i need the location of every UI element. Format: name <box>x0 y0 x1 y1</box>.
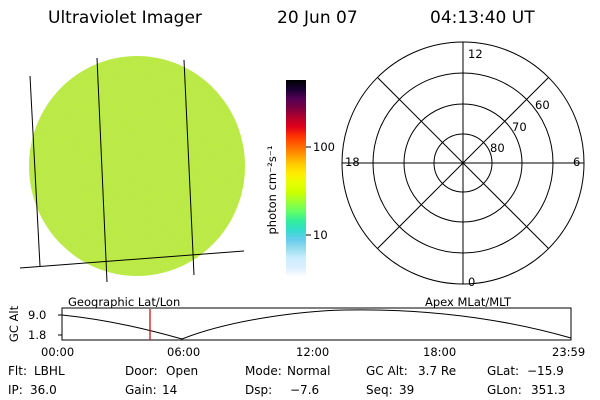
info-glat-value: −15.9 <box>527 364 564 378</box>
mlt-label-6: 6 <box>573 155 581 169</box>
altitude-ytick-label-1.8: 1.8 <box>28 328 47 342</box>
info-gcalt-value: 3.7 Re <box>418 364 457 378</box>
polar-caption: Apex MLat/MLT <box>425 295 512 309</box>
date-label: 20 Jun 07 <box>277 8 358 28</box>
mlt-label-18: 18 <box>345 155 360 169</box>
altitude-plot <box>58 307 572 341</box>
info-dsp-value: −7.6 <box>290 383 320 397</box>
mlat-label-60: 60 <box>535 98 550 112</box>
colorbar <box>286 80 306 277</box>
xtick-1200: 12:00 <box>296 345 330 359</box>
info-glat-label: GLat: <box>487 364 520 378</box>
altitude-curve <box>61 309 572 340</box>
uv-disk-texture <box>29 56 245 276</box>
info-glon-value: 351.3 <box>531 383 566 397</box>
grid-line-lat-1 <box>19 250 245 269</box>
info-gcalt-label: GC Alt: <box>366 364 408 378</box>
altitude-plot-frame <box>61 307 572 341</box>
xtick-0600: 06:00 <box>167 345 201 359</box>
grid-line-lon-3 <box>183 59 195 276</box>
info-mode-label: Mode: <box>245 364 282 378</box>
polar-diagonal-2 <box>377 77 549 249</box>
mlat-label-70: 70 <box>512 120 527 134</box>
mlt-label-12: 12 <box>468 47 483 61</box>
mlat-label-80: 80 <box>490 141 505 155</box>
info-seq-label: Seq: <box>366 383 393 397</box>
colorbar-unit-label: photon cm⁻²s⁻¹ <box>265 145 279 235</box>
altitude-ylabel: GC Alt <box>7 305 21 343</box>
time-label: 04:13:40 UT <box>430 8 535 28</box>
xtick-0000: 00:00 <box>41 345 75 359</box>
altitude-ytick-label-9: 9.0 <box>28 308 47 322</box>
polar-plot <box>341 41 585 285</box>
colorbar-tick-label-10: 10 <box>313 228 328 242</box>
info-flt-label: Flt: <box>8 364 27 378</box>
grid-line-lon-1 <box>29 75 41 267</box>
info-gain-label: Gain: <box>125 383 157 397</box>
info-seq-value: 39 <box>399 383 415 397</box>
colorbar-tick-label-100: 100 <box>313 140 335 154</box>
image-caption: Geographic Lat/Lon <box>68 295 181 309</box>
info-dsp-label: Dsp: <box>245 383 273 397</box>
info-ip-label: IP: <box>8 383 23 397</box>
grid-line-lon-2 <box>96 57 108 283</box>
info-glon-label: GLon: <box>487 383 522 397</box>
uv-image <box>19 56 245 283</box>
info-door-value: Open <box>166 364 199 378</box>
mlt-label-0: 0 <box>468 275 476 289</box>
info-mode-value: Normal <box>287 364 331 378</box>
info-door-label: Door: <box>125 364 158 378</box>
instrument-title: Ultraviolet Imager <box>48 8 202 28</box>
info-gain-value: 14 <box>162 383 178 397</box>
info-ip-value: 36.0 <box>30 383 57 397</box>
info-flt-value: LBHL <box>34 364 65 378</box>
xtick-1800: 18:00 <box>423 345 457 359</box>
xtick-2359: 23:59 <box>552 345 586 359</box>
